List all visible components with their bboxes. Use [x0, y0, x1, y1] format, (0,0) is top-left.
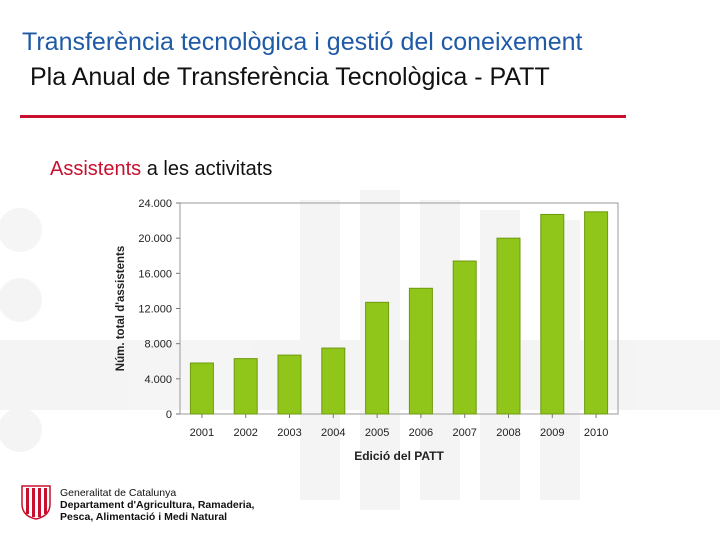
x-tick-label: 2001 [190, 427, 214, 439]
section-heading: Assistents a les activitats [50, 158, 272, 181]
y-tick-label: 4.000 [144, 374, 172, 386]
x-tick-label: 2005 [365, 427, 389, 439]
y-tick-label: 12.000 [138, 304, 172, 316]
y-tick-label: 0 [166, 409, 172, 421]
bar [452, 260, 477, 415]
x-tick-label: 2002 [233, 427, 257, 439]
section-heading-rest: a les activitats [141, 158, 273, 180]
bar [277, 354, 302, 415]
x-tick-label: 2003 [277, 427, 301, 439]
bar [233, 358, 258, 415]
page-subtitle: Pla Anual de Transferència Tecnològica -… [30, 63, 550, 91]
bar [584, 211, 609, 415]
x-tick-label: 2004 [321, 427, 345, 439]
page-title: Transferència tecnològica i gestió del c… [22, 28, 583, 56]
y-axis-title: Núm. total d'assistents [115, 246, 127, 371]
y-tick-label: 16.000 [138, 268, 172, 280]
section-heading-highlight: Assistents [50, 158, 142, 180]
y-tick-label: 8.000 [144, 339, 172, 351]
bar [321, 347, 346, 415]
x-tick-label: 2006 [409, 427, 433, 439]
x-axis-title: Edició del PATT [354, 449, 444, 463]
y-tick-label: 20.000 [138, 233, 172, 245]
attendees-bar-chart: 0 4.000 8.000 12.000 16.000 20.000 24.000 2001 2… [115, 198, 619, 463]
x-tick-label: 2009 [540, 427, 564, 439]
y-tick-label: 24.000 [138, 198, 172, 210]
footer-institution: Generalitat de Catalunya Departament d'A… [60, 487, 254, 523]
footer-line-3: Pesca, Alimentació i Medi Natural [60, 511, 228, 523]
bar [365, 301, 390, 415]
bar [408, 287, 433, 415]
bar [189, 362, 214, 415]
title-divider [20, 115, 626, 118]
bar [496, 237, 521, 415]
bar [540, 213, 565, 415]
footer-line-1: Generalitat de Catalunya [60, 487, 177, 499]
generalitat-logo [21, 485, 51, 520]
footer-line-2: Departament d'Agricultura, Ramaderia, [60, 499, 255, 511]
x-tick-label: 2008 [496, 427, 520, 439]
x-tick-label: 2010 [584, 427, 608, 439]
x-tick-label: 2007 [452, 427, 476, 439]
